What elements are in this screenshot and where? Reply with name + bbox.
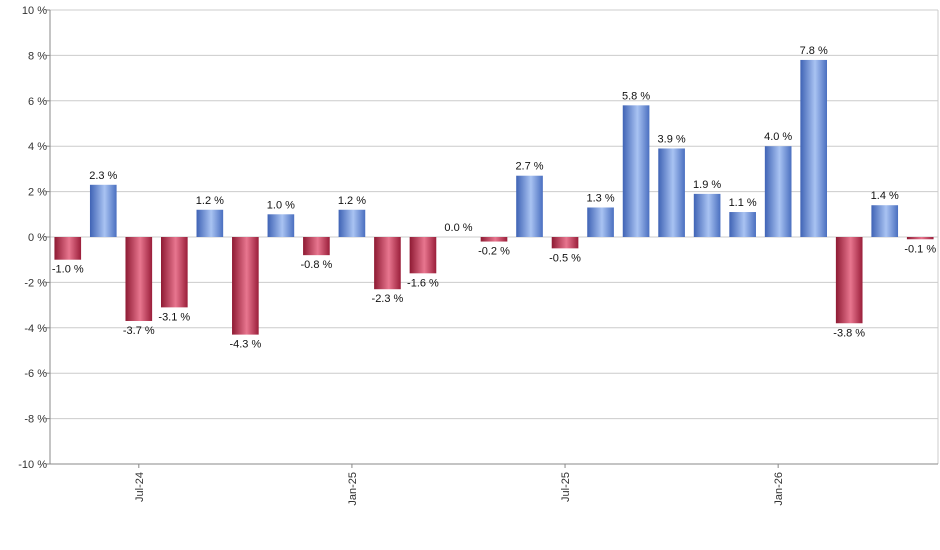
y-tick-label: 8 % [28, 50, 47, 62]
bar-negative [409, 237, 437, 274]
bar-negative [551, 237, 579, 249]
bar-value-label: 7.8 % [800, 45, 828, 57]
data-labels: -1.0 % 2.3 % -3.7 %-3.1 % 1.2 % -4.3 % 1.0 % -… [52, 45, 936, 351]
bar-positive [729, 212, 756, 237]
bar-value-label: -0.5 % [549, 252, 581, 264]
bar-positive [89, 184, 117, 237]
y-tick-label: 2 % [28, 187, 47, 199]
bar-value-label: 1.1 % [729, 197, 757, 209]
bar-value-label: -0.8 % [301, 259, 333, 271]
bar-negative [54, 237, 82, 260]
x-tick-label: Jul-24 [134, 472, 146, 502]
bar-negative [835, 237, 863, 324]
bar-negative [161, 237, 188, 308]
bar-positive [871, 205, 899, 237]
y-tick-label: -10 % [18, 459, 47, 471]
bar-positive [516, 175, 543, 237]
bar-value-label: 1.2 % [196, 195, 224, 207]
bar-positive [693, 193, 721, 237]
bar-value-label: -1.6 % [407, 277, 439, 289]
bar-negative [480, 237, 508, 242]
y-axis: 10 % 8 % 6 % 4 % 2 % 0 % -2 % -4 % -6 % -8 % -10 % [18, 5, 51, 471]
y-tick-label: 0 % [28, 232, 47, 244]
y-tick-label: -2 % [24, 277, 47, 289]
bar-value-label: 1.0 % [267, 199, 295, 211]
bar-value-label: 2.7 % [515, 161, 543, 173]
bars [54, 59, 934, 335]
bar-value-label: -3.1 % [158, 311, 190, 323]
bar-negative [125, 237, 153, 321]
x-axis: Jul-24 Jan-25 Jul-25 Jan-26 [50, 463, 938, 506]
bar-positive [196, 209, 224, 237]
y-tick-label: -8 % [24, 414, 47, 426]
bar-negative [303, 237, 330, 256]
y-tick-label: -4 % [24, 323, 47, 335]
bar-positive [658, 148, 685, 237]
bar-value-label: -0.2 % [478, 246, 510, 258]
x-tick-label: Jul-25 [560, 472, 572, 502]
bar-value-label: -1.0 % [52, 264, 84, 276]
bar-value-label: -0.1 % [904, 243, 936, 255]
y-tick-label: -6 % [24, 368, 47, 380]
bar-value-label: 1.4 % [871, 190, 899, 202]
bar-value-label: 1.9 % [693, 179, 721, 191]
bar-positive [622, 105, 650, 237]
bar-value-label: -4.3 % [229, 339, 261, 351]
bar-value-label: 5.8 % [622, 90, 650, 102]
bar-positive [587, 207, 614, 237]
y-tick-label: 10 % [22, 5, 47, 17]
bar-negative [232, 237, 259, 335]
bar-negative [906, 237, 934, 240]
bar-value-label: -2.3 % [372, 293, 404, 305]
bar-value-label: 1.3 % [586, 192, 614, 204]
x-tick-label: Jan-26 [773, 472, 785, 506]
x-tick-label: Jan-25 [347, 472, 359, 506]
bar-value-label: 4.0 % [764, 131, 792, 143]
bar-value-label: 1.2 % [338, 195, 366, 207]
bar-value-label: -3.7 % [123, 325, 155, 337]
bar-positive [338, 209, 366, 237]
bar-positive [800, 59, 827, 237]
bar-value-label: -3.8 % [833, 327, 865, 339]
y-tick-label: 6 % [28, 96, 47, 108]
bar-value-label: 3.9 % [658, 133, 686, 145]
bar-negative [374, 237, 401, 290]
bar-positive [764, 146, 792, 237]
y-tick-label: 4 % [28, 141, 47, 153]
bar-positive [267, 214, 295, 237]
bar-value-label: 0.0 % [444, 222, 472, 234]
bar-value-label: 2.3 % [89, 170, 117, 182]
